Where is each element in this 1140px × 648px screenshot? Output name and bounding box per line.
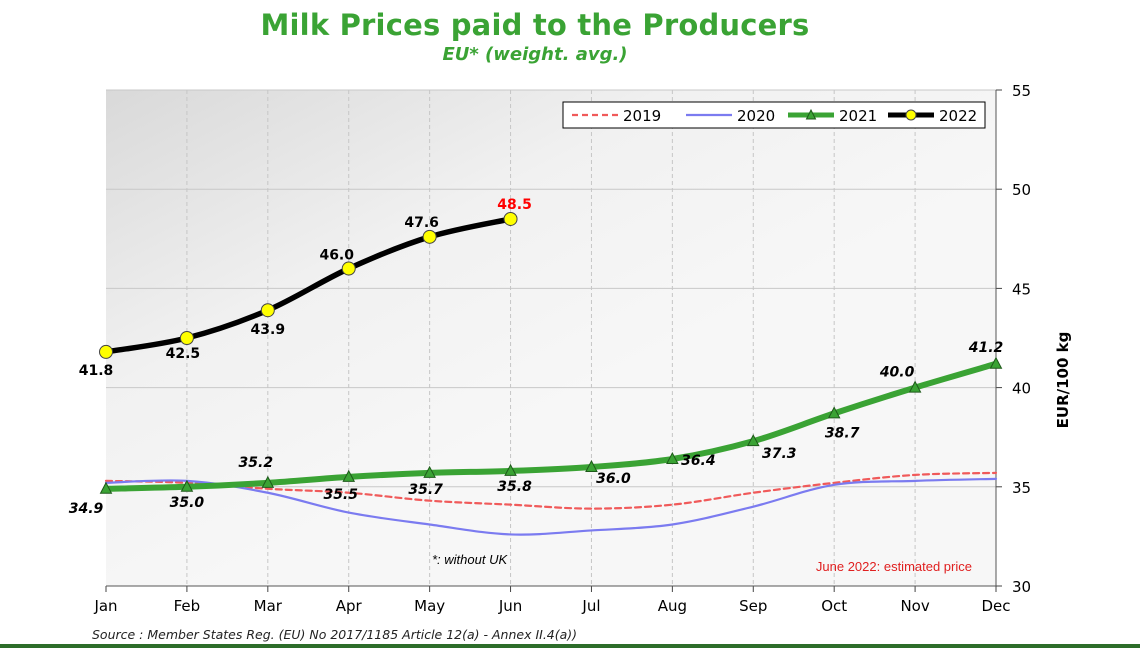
axes: 30 35 40 45 50 55 Jan Feb Mar Apr May Jun Jul Aug Sep O… bbox=[93, 82, 1031, 615]
point-2021 bbox=[666, 451, 679, 465]
legend-label-2021: 2021 bbox=[839, 107, 877, 125]
data-label-2021: 41.2 bbox=[968, 340, 1004, 356]
legend-marker-2021 bbox=[805, 108, 817, 120]
chart-title: Milk Prices paid to the Producers bbox=[260, 8, 810, 42]
x-tick-label: Aug bbox=[658, 597, 687, 615]
annotation-estimated-price: June 2022: estimated price bbox=[816, 559, 972, 574]
data-label-2022: 42.5 bbox=[166, 346, 201, 362]
data-label-2021: 35.2 bbox=[239, 455, 274, 471]
point-2021 bbox=[99, 481, 113, 494]
x-tick-label: Feb bbox=[174, 597, 201, 615]
data-label-2021: 35.8 bbox=[497, 479, 532, 495]
legend-marker-2022 bbox=[905, 109, 917, 121]
point-2021 bbox=[827, 406, 841, 419]
data-label-2021: 34.9 bbox=[69, 501, 104, 517]
point-2022 bbox=[341, 261, 356, 276]
x-tick-label: Oct bbox=[821, 597, 847, 615]
data-label-2021: 36.4 bbox=[681, 453, 716, 469]
y-tick-label: 55 bbox=[1012, 82, 1031, 100]
series-line-2022 bbox=[103, 216, 514, 355]
point-2022 bbox=[99, 344, 113, 359]
point-2022 bbox=[260, 303, 275, 318]
y-axis-label: EUR/100 kg bbox=[1054, 332, 1072, 429]
data-label-2022: 41.8 bbox=[79, 363, 114, 379]
x-tick-label: Jun bbox=[498, 597, 522, 615]
chart-subtitle: EU* (weight. avg.) bbox=[442, 44, 628, 65]
legend: 2019 2020 2021 2022 bbox=[562, 101, 986, 129]
data-label-2022: 43.9 bbox=[251, 322, 286, 338]
x-tick-label: Dec bbox=[981, 597, 1010, 615]
x-tick-label: Nov bbox=[900, 597, 929, 615]
data-label-2021: 35.0 bbox=[170, 495, 205, 511]
x-tick-label: Sep bbox=[739, 597, 767, 615]
source-note: Source : Member States Reg. (EU) No 2017… bbox=[92, 627, 578, 642]
data-labels: 34.9 35.0 35.2 35.5 35.7 35.8 36.0 36.4 37.3 38.7… bbox=[69, 197, 1004, 517]
data-label-2021: 36.0 bbox=[596, 471, 631, 487]
point-2021 bbox=[423, 465, 436, 478]
point-2021 bbox=[989, 356, 1003, 369]
series-line-2019 bbox=[104, 471, 998, 510]
point-2021 bbox=[585, 459, 598, 472]
series-layer bbox=[99, 211, 1003, 536]
data-label-2021: 35.5 bbox=[323, 487, 358, 503]
series-line-2020 bbox=[104, 477, 998, 536]
x-tick-label: Apr bbox=[336, 597, 363, 615]
point-2021 bbox=[342, 469, 356, 482]
point-2021 bbox=[504, 463, 517, 476]
point-2022 bbox=[422, 229, 437, 244]
legend-label-2022: 2022 bbox=[939, 107, 977, 125]
x-tick-label: Mar bbox=[254, 597, 283, 615]
point-2021 bbox=[908, 380, 922, 393]
x-tick-label: Jan bbox=[93, 597, 117, 615]
point-2022 bbox=[179, 331, 194, 345]
data-label-2022: 47.6 bbox=[404, 215, 439, 231]
data-label-2021: 35.7 bbox=[408, 482, 443, 498]
point-2021 bbox=[180, 479, 194, 492]
legend-label-2019: 2019 bbox=[623, 107, 661, 125]
legend-label-2020: 2020 bbox=[737, 107, 775, 125]
point-2021 bbox=[746, 434, 760, 447]
point-2021 bbox=[261, 475, 275, 488]
footer-bar bbox=[0, 644, 1140, 648]
data-label-2021: 37.3 bbox=[762, 446, 797, 462]
data-label-2021: 40.0 bbox=[879, 365, 915, 381]
data-label-2022: 46.0 bbox=[319, 248, 354, 264]
data-label-2022: 48.5 bbox=[497, 197, 532, 213]
y-tick-label: 30 bbox=[1012, 578, 1031, 596]
x-tick-label: May bbox=[414, 597, 445, 615]
x-tick-label: Jul bbox=[581, 597, 600, 615]
plot-area bbox=[106, 90, 996, 586]
annotation-without-uk: *: without UK bbox=[432, 552, 508, 567]
y-tick-label: 40 bbox=[1012, 380, 1031, 398]
y-tick-label: 50 bbox=[1012, 181, 1031, 199]
y-tick-label: 45 bbox=[1012, 280, 1031, 298]
point-2022 bbox=[503, 211, 518, 226]
y-tick-label: 35 bbox=[1012, 479, 1031, 497]
data-label-2021: 38.7 bbox=[825, 425, 860, 441]
